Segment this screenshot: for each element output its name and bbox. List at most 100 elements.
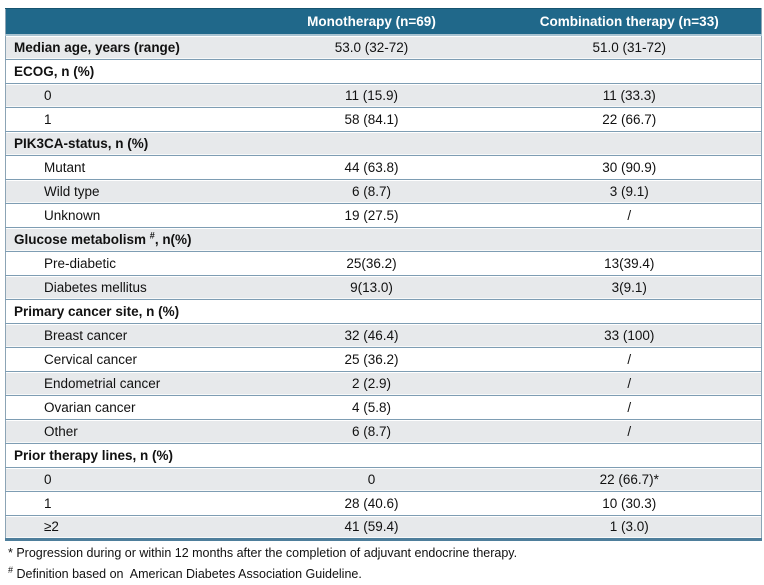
row-label: Ovarian cancer bbox=[6, 395, 246, 419]
data-row: Breast cancer 32 (46.4) 33 (100) bbox=[5, 323, 762, 347]
column-header-monotherapy: Monotherapy (n=69) bbox=[245, 8, 498, 36]
cell-monotherapy bbox=[246, 131, 498, 155]
footnote: # Definition based on American Diabetes … bbox=[8, 562, 517, 583]
row-label: Prior therapy lines, n (%) bbox=[6, 443, 246, 467]
cell-monotherapy: 4 (5.8) bbox=[246, 395, 498, 419]
data-row: Diabetes mellitus 9(13.0) 3(9.1) bbox=[5, 275, 762, 299]
superscript-marker: # bbox=[149, 230, 155, 240]
data-row: Endometrial cancer 2 (2.9) / bbox=[5, 371, 762, 395]
data-row: 1 58 (84.1) 22 (66.7) bbox=[5, 107, 762, 131]
data-row: ≥2 41 (59.4) 1 (3.0) bbox=[5, 515, 762, 539]
cell-monotherapy: 6 (8.7) bbox=[246, 179, 498, 203]
data-row: Median age, years (range) 53.0 (32-72) 51.… bbox=[5, 35, 762, 59]
data-row: 1 28 (40.6) 10 (30.3) bbox=[5, 491, 762, 515]
cell-monotherapy: 25(36.2) bbox=[246, 251, 498, 275]
footnote-marker: * bbox=[8, 546, 13, 560]
row-label: Unknown bbox=[6, 203, 246, 227]
section-row: PIK3CA-status, n (%) bbox=[5, 131, 762, 155]
row-label: Diabetes mellitus bbox=[6, 275, 246, 299]
data-row: Wild type 6 (8.7) 3 (9.1) bbox=[5, 179, 762, 203]
data-row: Ovarian cancer 4 (5.8) / bbox=[5, 395, 762, 419]
cell-monotherapy: 41 (59.4) bbox=[246, 515, 498, 539]
cell-combination: 22 (66.7)* bbox=[498, 467, 762, 491]
cell-combination: / bbox=[498, 347, 762, 371]
row-label: Cervical cancer bbox=[6, 347, 246, 371]
cell-monotherapy: 19 (27.5) bbox=[246, 203, 498, 227]
table-header: Monotherapy (n=69) Combination therapy (… bbox=[5, 8, 762, 36]
cell-monotherapy bbox=[246, 227, 498, 251]
table-body: Median age, years (range) 53.0 (32-72) 51.… bbox=[5, 35, 762, 539]
characteristics-table: Monotherapy (n=69) Combination therapy (… bbox=[5, 8, 762, 541]
cell-monotherapy bbox=[246, 299, 498, 323]
footnote-marker: # bbox=[8, 565, 14, 575]
cell-combination bbox=[498, 131, 762, 155]
cell-monotherapy: 0 bbox=[246, 467, 498, 491]
cell-monotherapy: 28 (40.6) bbox=[246, 491, 498, 515]
cell-combination: 33 (100) bbox=[498, 323, 762, 347]
cell-monotherapy: 44 (63.8) bbox=[246, 155, 498, 179]
row-label: Mutant bbox=[6, 155, 246, 179]
cell-monotherapy: 9(13.0) bbox=[246, 275, 498, 299]
cell-monotherapy: 2 (2.9) bbox=[246, 371, 498, 395]
cell-monotherapy: 32 (46.4) bbox=[246, 323, 498, 347]
footnote-text: Progression during or within 12 months a… bbox=[12, 546, 518, 560]
footnote: * Progression during or within 12 months… bbox=[8, 545, 517, 562]
cell-combination bbox=[498, 227, 762, 251]
row-label: Primary cancer site, n (%) bbox=[6, 299, 246, 323]
cell-combination bbox=[498, 443, 762, 467]
cell-combination: 13(39.4) bbox=[498, 251, 762, 275]
cell-monotherapy bbox=[246, 443, 498, 467]
row-label: 0 bbox=[6, 83, 246, 107]
data-row: Unknown 19 (27.5) / bbox=[5, 203, 762, 227]
cell-combination: 51.0 (31-72) bbox=[498, 35, 762, 59]
section-row: ECOG, n (%) bbox=[5, 59, 762, 83]
cell-combination: 30 (90.9) bbox=[498, 155, 762, 179]
footnote-text: Definition based on American Diabetes As… bbox=[13, 567, 362, 582]
row-label: Pre-diabetic bbox=[6, 251, 246, 275]
cell-combination: 3(9.1) bbox=[498, 275, 762, 299]
cell-combination: 1 (3.0) bbox=[498, 515, 762, 539]
cell-monotherapy: 11 (15.9) bbox=[246, 83, 498, 107]
row-label: Breast cancer bbox=[6, 323, 246, 347]
column-header-combination: Combination therapy (n=33) bbox=[497, 8, 762, 36]
data-row: 0 11 (15.9) 11 (33.3) bbox=[5, 83, 762, 107]
row-label: ≥2 bbox=[6, 515, 246, 539]
row-label: Median age, years (range) bbox=[6, 35, 246, 59]
cell-combination bbox=[498, 59, 762, 83]
cell-monotherapy: 53.0 (32-72) bbox=[246, 35, 498, 59]
data-row: 0 0 22 (66.7)* bbox=[5, 467, 762, 491]
row-label: Endometrial cancer bbox=[6, 371, 246, 395]
row-label: 1 bbox=[6, 491, 246, 515]
cell-combination: / bbox=[498, 395, 762, 419]
section-row: Prior therapy lines, n (%) bbox=[5, 443, 762, 467]
cell-monotherapy bbox=[246, 59, 498, 83]
cell-combination: 22 (66.7) bbox=[498, 107, 762, 131]
row-label: ECOG, n (%) bbox=[6, 59, 246, 83]
row-label: 0 bbox=[6, 467, 246, 491]
cell-combination: 3 (9.1) bbox=[498, 179, 762, 203]
cell-monotherapy: 6 (8.7) bbox=[246, 419, 498, 443]
cell-combination: 10 (30.3) bbox=[498, 491, 762, 515]
cell-combination: 11 (33.3) bbox=[498, 83, 762, 107]
header-row: Monotherapy (n=69) Combination therapy (… bbox=[5, 8, 762, 36]
section-row: Glucose metabolism #, n(%) bbox=[5, 227, 762, 251]
data-row: Cervical cancer 25 (36.2) / bbox=[5, 347, 762, 371]
data-row: Other 6 (8.7) / bbox=[5, 419, 762, 443]
cell-combination: / bbox=[498, 371, 762, 395]
cell-combination: / bbox=[498, 419, 762, 443]
row-label: Wild type bbox=[6, 179, 246, 203]
row-label: Other bbox=[6, 419, 246, 443]
column-header-label bbox=[5, 8, 246, 36]
footnotes: * Progression during or within 12 months… bbox=[8, 545, 517, 583]
section-row: Primary cancer site, n (%) bbox=[5, 299, 762, 323]
row-label: Glucose metabolism #, n(%) bbox=[6, 227, 246, 251]
cell-combination bbox=[498, 299, 762, 323]
row-label: 1 bbox=[6, 107, 246, 131]
cell-monotherapy: 58 (84.1) bbox=[246, 107, 498, 131]
data-row: Pre-diabetic 25(36.2) 13(39.4) bbox=[5, 251, 762, 275]
cell-combination: / bbox=[498, 203, 762, 227]
cell-monotherapy: 25 (36.2) bbox=[246, 347, 498, 371]
row-label: PIK3CA-status, n (%) bbox=[6, 131, 246, 155]
data-row: Mutant 44 (63.8) 30 (90.9) bbox=[5, 155, 762, 179]
